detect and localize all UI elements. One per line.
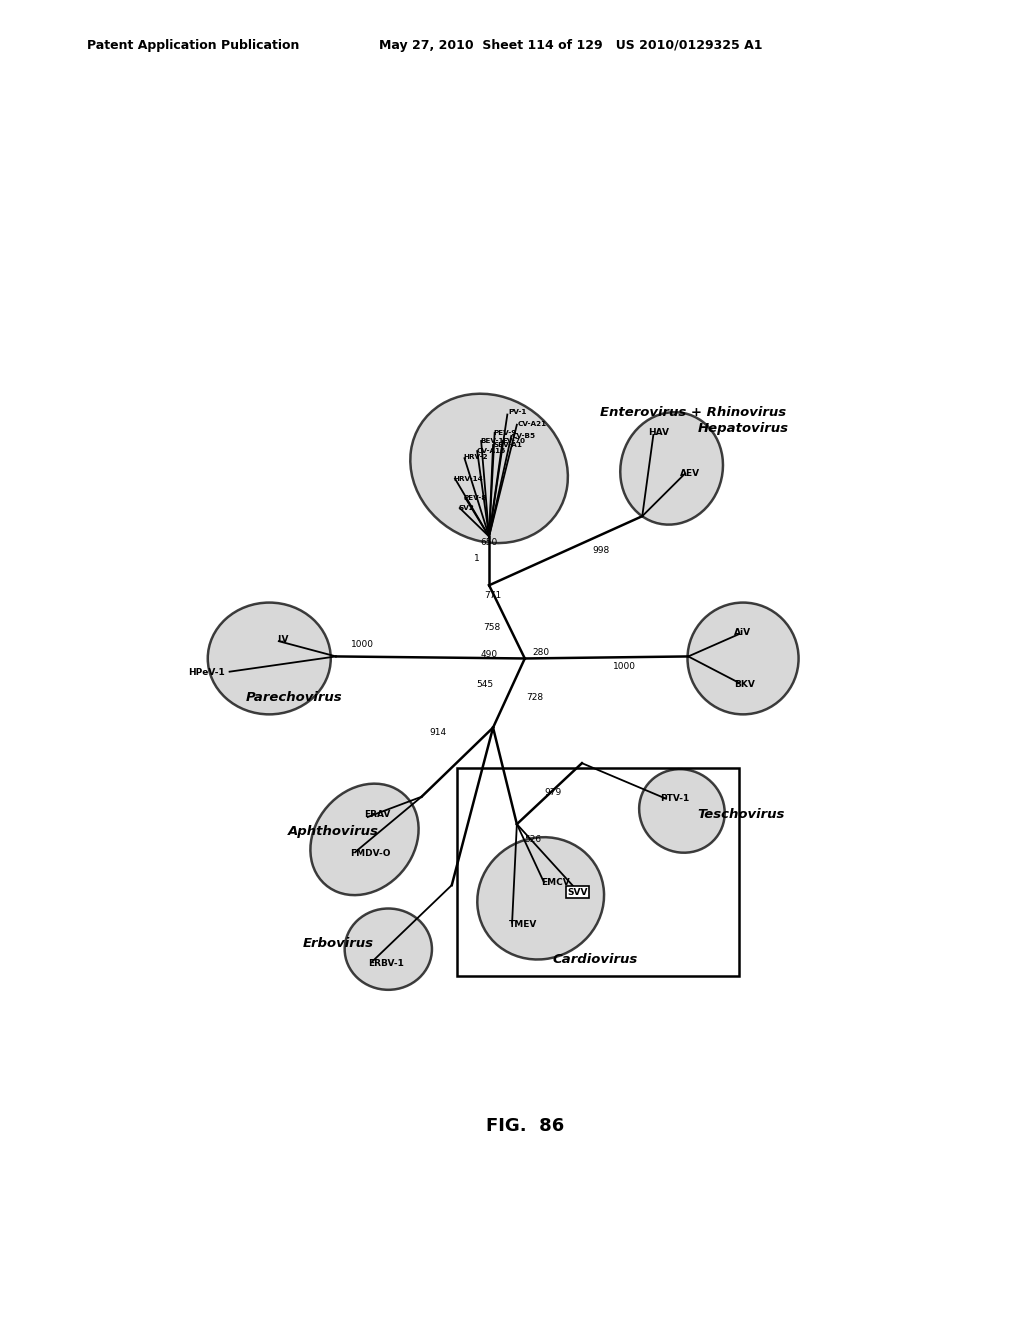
Text: BKV: BKV [734,680,755,689]
Text: PTV-1: PTV-1 [659,795,689,804]
Text: 545: 545 [476,680,494,689]
Text: FMDV-O: FMDV-O [350,849,391,858]
Text: AEV: AEV [680,469,700,478]
Ellipse shape [621,412,723,524]
Text: 728: 728 [525,693,543,702]
Text: 1000: 1000 [350,640,374,648]
Text: TMEV: TMEV [509,920,538,929]
Text: SEV-A1: SEV-A1 [494,442,522,447]
Ellipse shape [310,784,419,895]
Bar [458,768,739,975]
Text: PEV-8: PEV-8 [464,495,487,500]
Text: AiV: AiV [734,627,752,636]
Text: 490: 490 [480,649,498,659]
Text: 1: 1 [474,554,480,564]
Text: FIG.  86: FIG. 86 [485,1117,564,1135]
Text: EV-70: EV-70 [503,438,525,444]
Text: PEV-9: PEV-9 [494,430,517,436]
Text: EMCV: EMCV [541,878,569,887]
Text: 526: 526 [524,834,542,843]
Text: 280: 280 [532,648,549,657]
Text: HAV: HAV [648,428,670,437]
Text: SV2: SV2 [458,506,474,511]
Text: 771: 771 [484,591,502,601]
Ellipse shape [639,770,725,853]
Text: HRV-14: HRV-14 [454,475,483,482]
Text: Enterovirus + Rhinovirus: Enterovirus + Rhinovirus [600,405,786,418]
Ellipse shape [477,837,604,960]
Text: Aphthovirus: Aphthovirus [289,825,379,838]
Text: LV: LV [278,635,289,644]
Text: CV-A16: CV-A16 [476,447,506,454]
Text: Patent Application Publication: Patent Application Publication [87,38,299,51]
Text: 650: 650 [480,539,498,546]
Text: ERBV-1: ERBV-1 [368,958,403,968]
Text: CV-A21: CV-A21 [518,421,547,426]
Text: HPeV-1: HPeV-1 [188,668,225,677]
Text: 979: 979 [545,788,562,797]
Text: BEV-1: BEV-1 [480,438,504,444]
Text: Erbovirus: Erbovirus [303,937,374,949]
Text: CV-B5: CV-B5 [512,433,537,438]
Text: Hepatovirus: Hepatovirus [697,422,788,434]
Text: May 27, 2010  Sheet 114 of 129   US 2010/0129325 A1: May 27, 2010 Sheet 114 of 129 US 2010/01… [379,38,763,51]
Text: ERAV: ERAV [365,810,391,820]
Text: PV-1: PV-1 [508,409,526,416]
Text: 1000: 1000 [613,663,636,671]
Text: 998: 998 [592,546,609,556]
Text: Parechovirus: Parechovirus [246,690,342,704]
Text: HRV-2: HRV-2 [463,454,487,461]
Text: 914: 914 [429,729,446,737]
Text: 758: 758 [483,623,500,632]
Text: Teschovirus: Teschovirus [697,808,785,821]
Ellipse shape [345,908,432,990]
Text: Cardiovirus: Cardiovirus [553,953,638,966]
Ellipse shape [687,602,799,714]
Text: SVV: SVV [567,888,588,896]
Ellipse shape [411,393,568,543]
Ellipse shape [208,602,331,714]
